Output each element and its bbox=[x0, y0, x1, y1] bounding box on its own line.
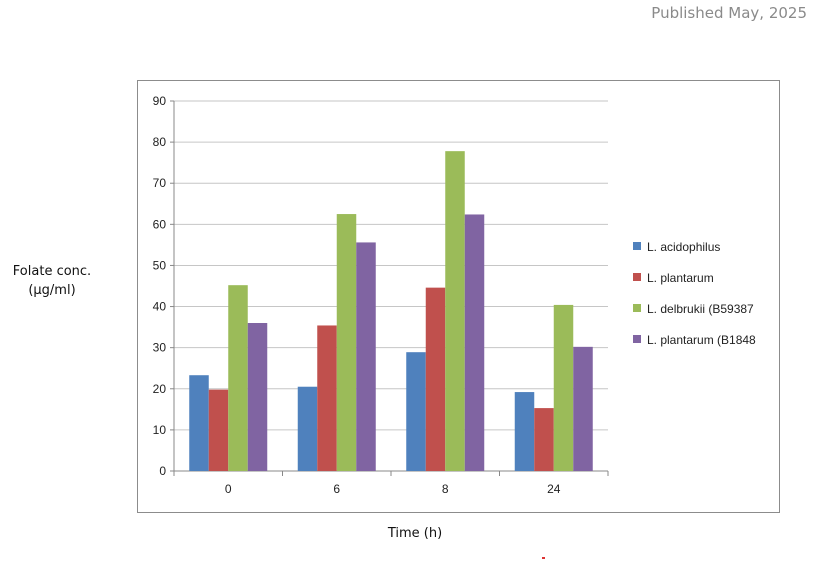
y-axis-label-line1: Folate conc. bbox=[12, 264, 92, 279]
bar bbox=[317, 325, 337, 471]
x-tick-label: 24 bbox=[547, 482, 561, 496]
y-tick-label: 70 bbox=[153, 176, 167, 190]
legend-label: L. acidophilus bbox=[647, 240, 720, 254]
legend-swatch bbox=[633, 273, 641, 281]
red-dot-mark bbox=[542, 557, 545, 559]
y-tick-label: 20 bbox=[153, 382, 167, 396]
bar bbox=[573, 346, 593, 471]
bar bbox=[247, 323, 268, 471]
x-tick-label: 6 bbox=[333, 482, 340, 496]
legend-swatch bbox=[633, 242, 641, 250]
bar bbox=[464, 214, 485, 471]
published-date: Published May, 2025 bbox=[651, 4, 807, 22]
legend-swatch bbox=[633, 335, 641, 343]
y-tick-label: 50 bbox=[153, 258, 167, 272]
bar bbox=[208, 389, 229, 471]
bar bbox=[553, 304, 574, 471]
legend-label: L. plantarum bbox=[647, 271, 714, 285]
bar-chart: 0 10 20 30 40 50 60 70 80 90 0 6 8 24 L. acidophilus L.… bbox=[153, 94, 756, 496]
x-tick-label: 8 bbox=[442, 482, 449, 496]
bar bbox=[425, 287, 446, 471]
y-tick-label: 10 bbox=[153, 423, 167, 437]
legend-label: L. delbrukii (B59387 bbox=[647, 302, 754, 316]
x-axis-label: Time (h) bbox=[387, 526, 443, 541]
chart-frame: 0 10 20 30 40 50 60 70 80 90 0 6 8 24 L. acidophilus L.… bbox=[137, 80, 780, 513]
bar bbox=[514, 392, 535, 471]
bar bbox=[228, 285, 248, 471]
y-axis-label-line2: (µg/ml) bbox=[28, 283, 76, 298]
bar bbox=[534, 408, 554, 471]
y-tick-label: 80 bbox=[153, 135, 167, 149]
y-axis-label: Folate conc. (µg/ml) bbox=[6, 262, 98, 300]
legend-swatch bbox=[633, 304, 641, 312]
bar bbox=[356, 242, 376, 471]
legend-label: L. plantarum (B1848 bbox=[647, 333, 756, 347]
y-tick-label: 0 bbox=[159, 464, 166, 478]
bar bbox=[336, 214, 357, 472]
y-tick-label: 30 bbox=[153, 341, 167, 355]
bar bbox=[297, 386, 318, 471]
bar bbox=[445, 151, 465, 471]
x-tick-label: 0 bbox=[225, 482, 232, 496]
y-tick-label: 40 bbox=[153, 300, 167, 314]
y-tick-label: 60 bbox=[153, 217, 167, 231]
y-tick-label: 90 bbox=[153, 94, 167, 108]
bar bbox=[406, 352, 426, 471]
bar bbox=[189, 375, 209, 471]
